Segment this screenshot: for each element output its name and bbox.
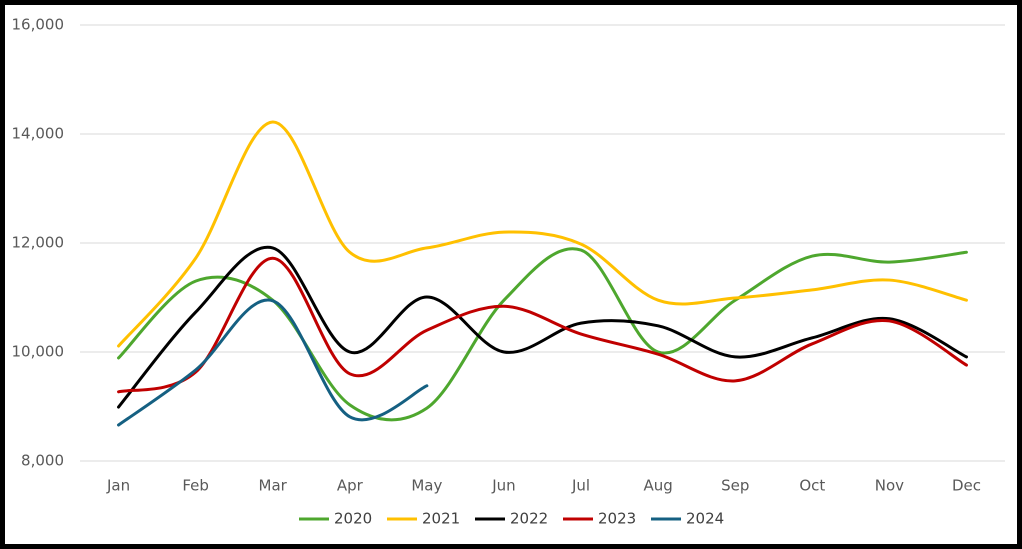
y-tick-label: 14,000 (12, 125, 65, 143)
x-tick-label: Mar (259, 477, 288, 495)
y-tick-label: 12,000 (12, 234, 65, 252)
y-tick-label: 10,000 (12, 343, 65, 361)
x-tick-label: Dec (952, 477, 981, 495)
legend-label: 2021 (422, 510, 460, 528)
legend-label: 2022 (510, 510, 548, 528)
x-tick-label: May (411, 477, 442, 495)
x-tick-label: Oct (799, 477, 825, 495)
y-tick-label: 16,000 (12, 16, 65, 34)
series-line (117, 245, 968, 409)
series-line (117, 256, 968, 394)
y-tick-label: 8,000 (21, 452, 64, 470)
legend-label: 2024 (686, 510, 724, 528)
x-tick-label: Jun (491, 477, 515, 495)
x-tick-label: Jan (106, 477, 130, 495)
series-line (117, 247, 968, 422)
x-tick-label: Feb (182, 477, 209, 495)
x-tick-label: Jul (571, 477, 590, 495)
series-line (117, 298, 429, 427)
x-tick-label: Nov (875, 477, 904, 495)
x-tick-label: Sep (721, 477, 749, 495)
legend-label: 2020 (334, 510, 372, 528)
legend-label: 2023 (598, 510, 636, 528)
x-tick-label: Apr (337, 477, 364, 495)
x-tick-label: Aug (643, 477, 672, 495)
series-line (117, 120, 968, 348)
